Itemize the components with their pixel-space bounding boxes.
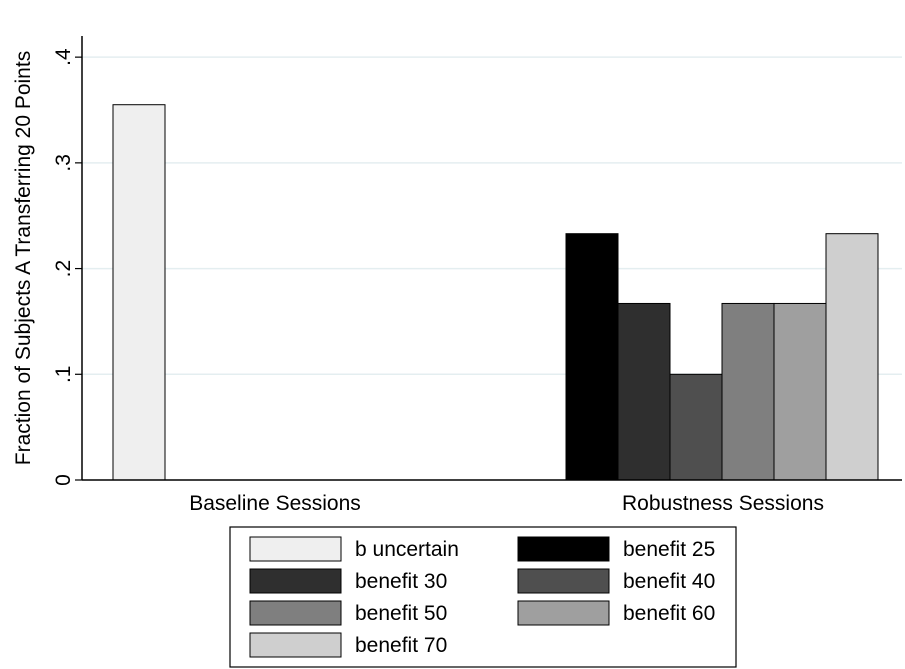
y-tick-label: .2 — [52, 260, 75, 278]
bar-benefit-70 — [825, 233, 879, 481]
category-label-baseline: Baseline Sessions — [189, 492, 361, 515]
category-label-robustness: Robustness Sessions — [622, 492, 824, 515]
legend-swatch — [249, 568, 342, 594]
legend-swatch — [249, 632, 342, 658]
axes — [81, 36, 902, 481]
bars — [112, 104, 879, 481]
y-tick-label: .3 — [52, 154, 75, 172]
legend: b uncertain benefit 25 benefit 30 benefit 4… — [229, 526, 737, 668]
legend-label: benefit 50 — [355, 602, 447, 625]
bar-benefit-60 — [773, 302, 827, 481]
legend-label: benefit 70 — [355, 634, 447, 657]
legend-swatch — [517, 600, 610, 626]
y-tick-label: .1 — [52, 366, 75, 384]
legend-label: benefit 60 — [623, 602, 715, 625]
y-ticks: 0 .1 .2 .3 .4 — [52, 48, 82, 486]
bar-b-uncertain — [112, 104, 166, 481]
legend-swatch — [249, 536, 342, 562]
legend-label: benefit 30 — [355, 570, 447, 593]
bar-benefit-30 — [617, 302, 671, 481]
category-labels: Baseline Sessions Robustness Sessions — [189, 492, 824, 515]
legend-swatch — [517, 536, 610, 562]
legend-label: benefit 40 — [623, 570, 715, 593]
y-tick-label: 0 — [52, 474, 75, 486]
bar-benefit-50 — [721, 302, 775, 481]
bar-benefit-25 — [565, 233, 619, 481]
legend-label: b uncertain — [355, 538, 459, 561]
legend-swatch — [249, 600, 342, 626]
legend-swatch — [517, 568, 610, 594]
bar-benefit-40 — [669, 373, 723, 481]
legend-label: benefit 25 — [623, 538, 715, 561]
y-axis-title: Fraction of Subjects A Transferring 20 P… — [12, 51, 35, 465]
y-tick-label: .4 — [52, 48, 75, 66]
